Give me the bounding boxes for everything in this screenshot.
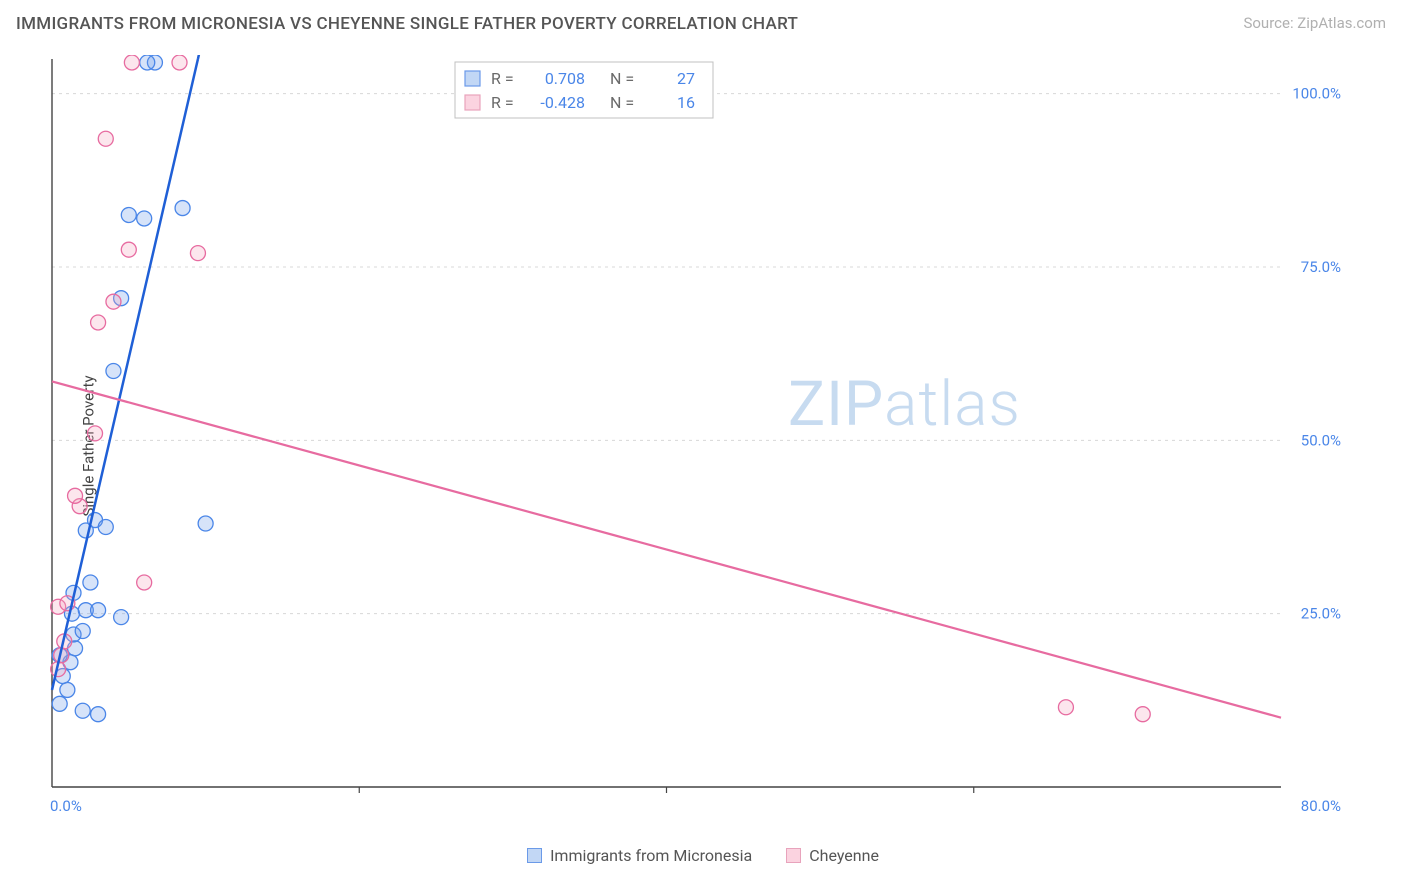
legend-swatch	[465, 95, 480, 110]
x-tick-label: 0.0%	[50, 797, 82, 815]
scatter-point	[137, 211, 152, 226]
legend-label: Immigrants from Micronesia	[550, 846, 752, 865]
scatter-point	[52, 696, 67, 711]
legend-n-value: 16	[677, 93, 695, 112]
legend-n-value: 27	[677, 69, 695, 88]
source-attribution: Source: ZipAtlas.com	[1243, 14, 1386, 32]
scatter-point	[91, 315, 106, 330]
y-tick-label: 100.0%	[1292, 85, 1341, 103]
scatter-point	[190, 246, 205, 261]
scatter-point	[198, 516, 213, 531]
scatter-point	[1058, 700, 1073, 715]
scatter-point	[114, 610, 129, 625]
legend-r-value: -0.428	[540, 93, 585, 112]
scatter-point	[121, 242, 136, 257]
legend-label: Cheyenne	[809, 846, 879, 865]
legend-swatch	[465, 71, 480, 86]
watermark: ZIPatlas	[788, 368, 1021, 441]
legend-r-value: 0.708	[545, 69, 585, 88]
legend-n-label: N =	[610, 93, 634, 112]
legend-item: Cheyenne	[786, 846, 879, 865]
series-legend: Immigrants from Micronesia Cheyenne	[0, 846, 1406, 865]
scatter-point	[106, 294, 121, 309]
scatter-plot: ZIPatlas 25.0% 50.0% 75.0% 100.0% 0.0% 80.0% R …	[48, 55, 1351, 815]
scatter-point	[98, 131, 113, 146]
scatter-point	[175, 201, 190, 216]
y-tick-label: 50.0%	[1301, 431, 1341, 449]
scatter-point	[83, 575, 98, 590]
trendline	[52, 381, 1281, 717]
scatter-point	[137, 575, 152, 590]
scatter-point	[68, 488, 83, 503]
scatter-point	[88, 426, 103, 441]
legend-r-label: R =	[491, 69, 514, 88]
y-tick-label: 75.0%	[1301, 258, 1341, 276]
legend-swatch	[786, 848, 801, 863]
trendline-dash	[198, 55, 216, 59]
scatter-point	[172, 55, 187, 70]
scatter-point	[91, 603, 106, 618]
trendline	[52, 59, 198, 690]
x-tick-label: 80.0%	[1301, 797, 1341, 815]
legend-swatch	[527, 848, 542, 863]
legend-item: Immigrants from Micronesia	[527, 846, 752, 865]
chart-title: IMMIGRANTS FROM MICRONESIA VS CHEYENNE S…	[16, 14, 798, 34]
legend-n-label: N =	[610, 69, 634, 88]
legend-r-label: R =	[491, 93, 514, 112]
scatter-point	[1135, 707, 1150, 722]
scatter-point	[75, 624, 90, 639]
scatter-point	[106, 364, 121, 379]
scatter-point	[124, 55, 139, 70]
scatter-point	[60, 682, 75, 697]
chart-container: IMMIGRANTS FROM MICRONESIA VS CHEYENNE S…	[0, 0, 1406, 892]
scatter-point	[121, 208, 136, 223]
scatter-point	[140, 55, 155, 70]
scatter-point	[75, 703, 90, 718]
scatter-point	[91, 707, 106, 722]
y-tick-label: 25.0%	[1301, 605, 1341, 623]
scatter-point	[98, 520, 113, 535]
